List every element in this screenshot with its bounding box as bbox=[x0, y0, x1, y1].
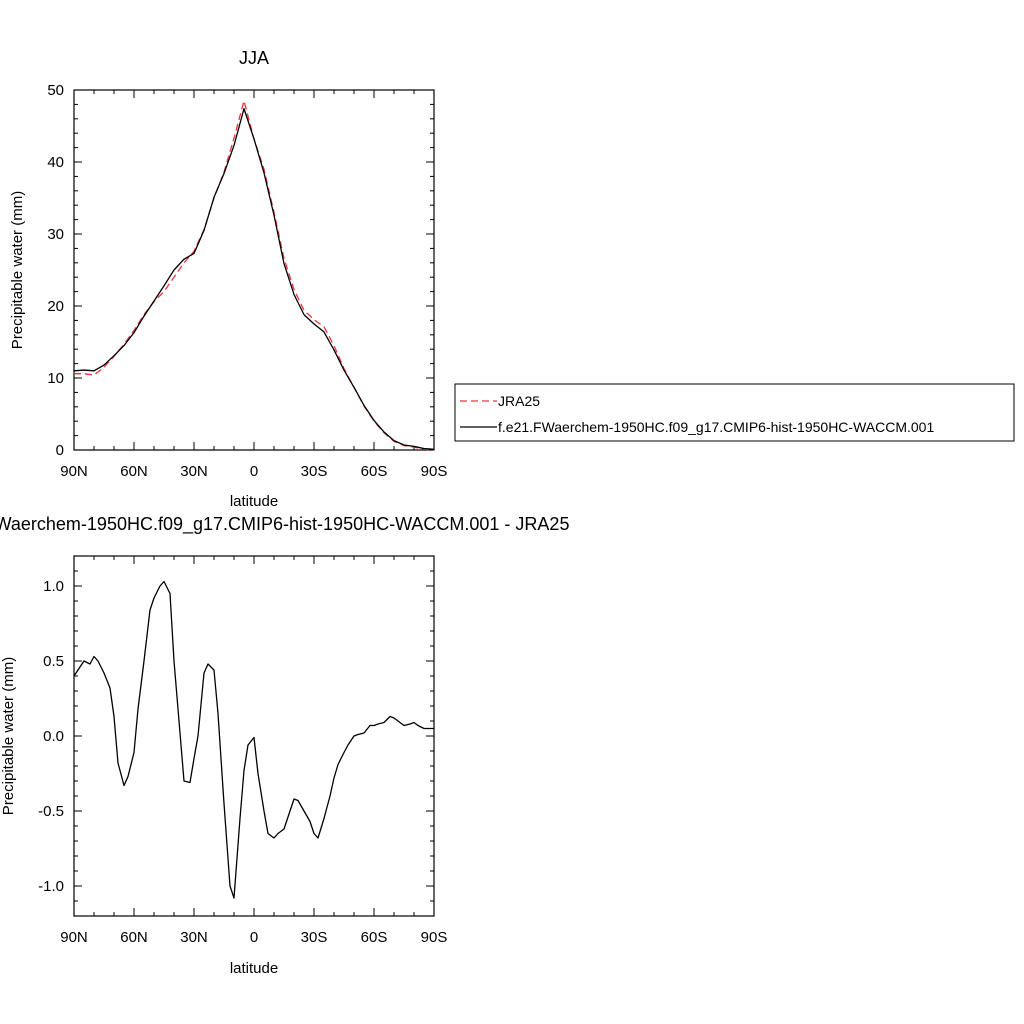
top-y-axis-label: Precipitable water (mm) bbox=[9, 191, 26, 349]
top-series-line-1 bbox=[73, 108, 435, 450]
bottom-x-tick-label: 90S bbox=[421, 929, 448, 946]
legend-label-model: f.e21.FWaerchem-1950HC.f09_g17.CMIP6-his… bbox=[498, 419, 934, 435]
bottom-y-tick-label: -0.5 bbox=[38, 803, 64, 820]
top-chart-title: JJA bbox=[239, 48, 269, 68]
bottom-y-tick-label: 0.0 bbox=[43, 728, 64, 745]
top-x-tick-label: 90S bbox=[421, 463, 448, 480]
bottom-chart-title: f.e21.FWaerchem-1950HC.f09_g17.CMIP6-his… bbox=[0, 514, 569, 535]
top-frame bbox=[73, 89, 435, 451]
top-x-tick-label: 30S bbox=[301, 463, 328, 480]
bottom-plot-area: 90N 60N 30N 0 30S 60S 90S -1.0 -0.5 0.0 0.5 1.0 bbox=[38, 555, 448, 946]
legend: JRA25 f.e21.FWaerchem-1950HC.f09_g17.CMI… bbox=[454, 383, 1015, 442]
legend-label-jra25: JRA25 bbox=[498, 393, 540, 409]
bottom-x-axis-label: latitude bbox=[230, 960, 278, 977]
bottom-frame bbox=[73, 555, 435, 917]
bottom-y-tick-label: 0.5 bbox=[43, 653, 64, 670]
bottom-y-tick-label: -1.0 bbox=[38, 878, 64, 895]
top-plot-area: 90N 60N 30N 0 30S 60S 90S 0 10 20 30 40 50 bbox=[47, 82, 447, 480]
top-y-tick-label: 0 bbox=[56, 442, 64, 459]
top-x-tick-label: 0 bbox=[250, 463, 258, 480]
bottom-y-axis-label: Precipitable water (mm) bbox=[0, 657, 17, 815]
bottom-x-tick-label: 90N bbox=[60, 929, 88, 946]
bottom-x-tick-label: 0 bbox=[250, 929, 258, 946]
bottom-x-tick-label: 60N bbox=[120, 929, 148, 946]
bottom-x-tick-label: 30N bbox=[180, 929, 208, 946]
top-x-tick-label: 60S bbox=[361, 463, 388, 480]
legend-box bbox=[454, 383, 1015, 442]
top-x-tick-label: 60N bbox=[120, 463, 148, 480]
top-y-tick-label: 20 bbox=[47, 298, 64, 315]
top-y-tick-label: 50 bbox=[47, 82, 64, 99]
top-y-tick-label: 40 bbox=[47, 154, 64, 171]
top-x-tick-label: 90N bbox=[60, 463, 88, 480]
top-y-tick-label: 10 bbox=[47, 370, 64, 387]
bottom-x-tick-label: 30S bbox=[301, 929, 328, 946]
top-y-tick-label: 30 bbox=[47, 226, 64, 243]
top-x-axis-label: latitude bbox=[230, 493, 278, 510]
bottom-x-tick-label: 60S bbox=[361, 929, 388, 946]
top-x-tick-label: 30N bbox=[180, 463, 208, 480]
top-series-line-0 bbox=[74, 100, 435, 451]
bottom-series-line-0 bbox=[73, 580, 434, 899]
bottom-y-tick-label: 1.0 bbox=[43, 578, 64, 595]
